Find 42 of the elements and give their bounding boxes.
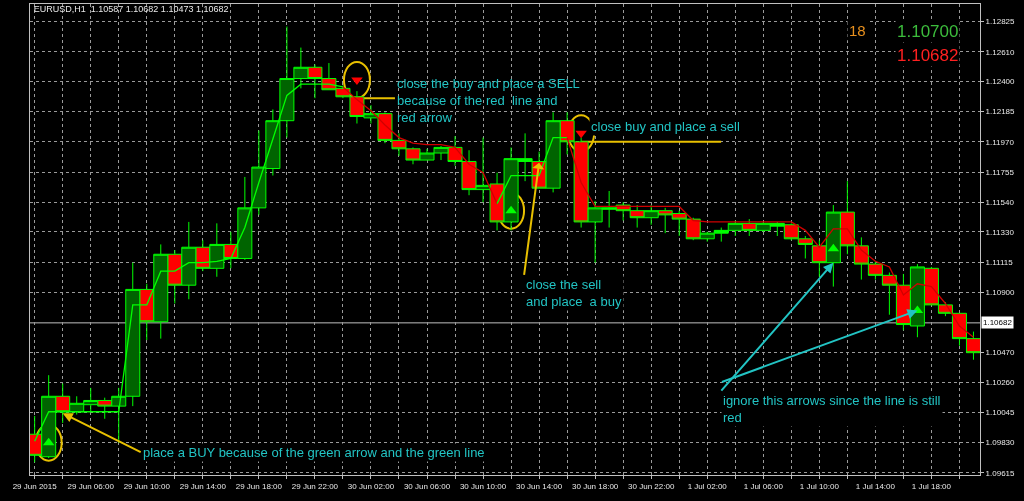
y-tick-label: 1.10045 — [985, 408, 1016, 418]
y-tick-label: 1.11755 — [985, 167, 1015, 177]
ref-line-label: 1.10682 — [983, 318, 1013, 327]
x-tick-label: 29 Jun 10:00 — [123, 481, 171, 491]
annotation: 1.10700 — [897, 22, 959, 41]
y-tick-label: 1.09615 — [985, 468, 1016, 478]
x-tick-label: 1 Jul 06:00 — [743, 481, 784, 491]
y-tick-label: 1.12825 — [985, 17, 1016, 27]
y-tick-label: 1.10900 — [985, 288, 1016, 298]
annotation: close the buy and place a SELL because of the red line and red arrow — [397, 76, 580, 125]
annotation: close the sell and place a buy — [526, 277, 622, 309]
annotation: 1.10682 — [897, 46, 959, 65]
y-tick-label: 1.12185 — [985, 107, 1016, 117]
x-tick-label: 30 Jun 14:00 — [515, 481, 563, 491]
x-tick-label: 29 Jun 14:00 — [179, 481, 227, 491]
x-tick-label: 29 Jun 22:00 — [291, 481, 339, 491]
x-tick-label: 30 Jun 10:00 — [459, 481, 507, 491]
x-tick-label: 30 Jun 22:00 — [628, 481, 675, 491]
annotation: 18 — [849, 22, 866, 39]
y-tick-label: 1.11330 — [985, 227, 1015, 237]
y-tick-label: 1.12400 — [985, 77, 1016, 87]
y-tick-label: 1.11970 — [985, 137, 1015, 147]
chart-title: EURUSD,H1 1.10587 1.10682 1.10473 1.10682 — [33, 3, 229, 14]
x-tick-label: 29 Jun 2015 — [12, 481, 58, 491]
annotation: place a BUY because of the green arrow and the green line — [143, 445, 485, 460]
y-tick-label: 1.10260 — [985, 378, 1016, 388]
x-tick-label: 1 Jul 18:00 — [911, 481, 952, 491]
x-tick-label: 29 Jun 06:00 — [67, 481, 115, 491]
annotation: ignore this arrows since the line is still red — [723, 393, 941, 425]
y-tick-label: 1.11115 — [985, 257, 1014, 267]
y-tick-label: 1.10470 — [985, 348, 1016, 358]
y-tick-label: 1.11540 — [985, 198, 1015, 208]
x-tick-label: 1 Jul 10:00 — [799, 481, 840, 491]
x-tick-label: 30 Jun 18:00 — [572, 481, 619, 491]
x-tick-label: 30 Jun 02:00 — [347, 481, 395, 491]
y-tick-label: 1.09830 — [985, 438, 1016, 448]
x-tick-label: 30 Jun 06:00 — [403, 481, 451, 491]
x-tick-label: 1 Jul 02:00 — [687, 481, 728, 491]
x-tick-label: 29 Jun 18:00 — [235, 481, 283, 491]
x-tick-label: 1 Jul 14:00 — [855, 481, 896, 491]
y-tick-label: 1.12610 — [985, 47, 1016, 57]
annotation: close buy and place a sell — [591, 119, 740, 134]
